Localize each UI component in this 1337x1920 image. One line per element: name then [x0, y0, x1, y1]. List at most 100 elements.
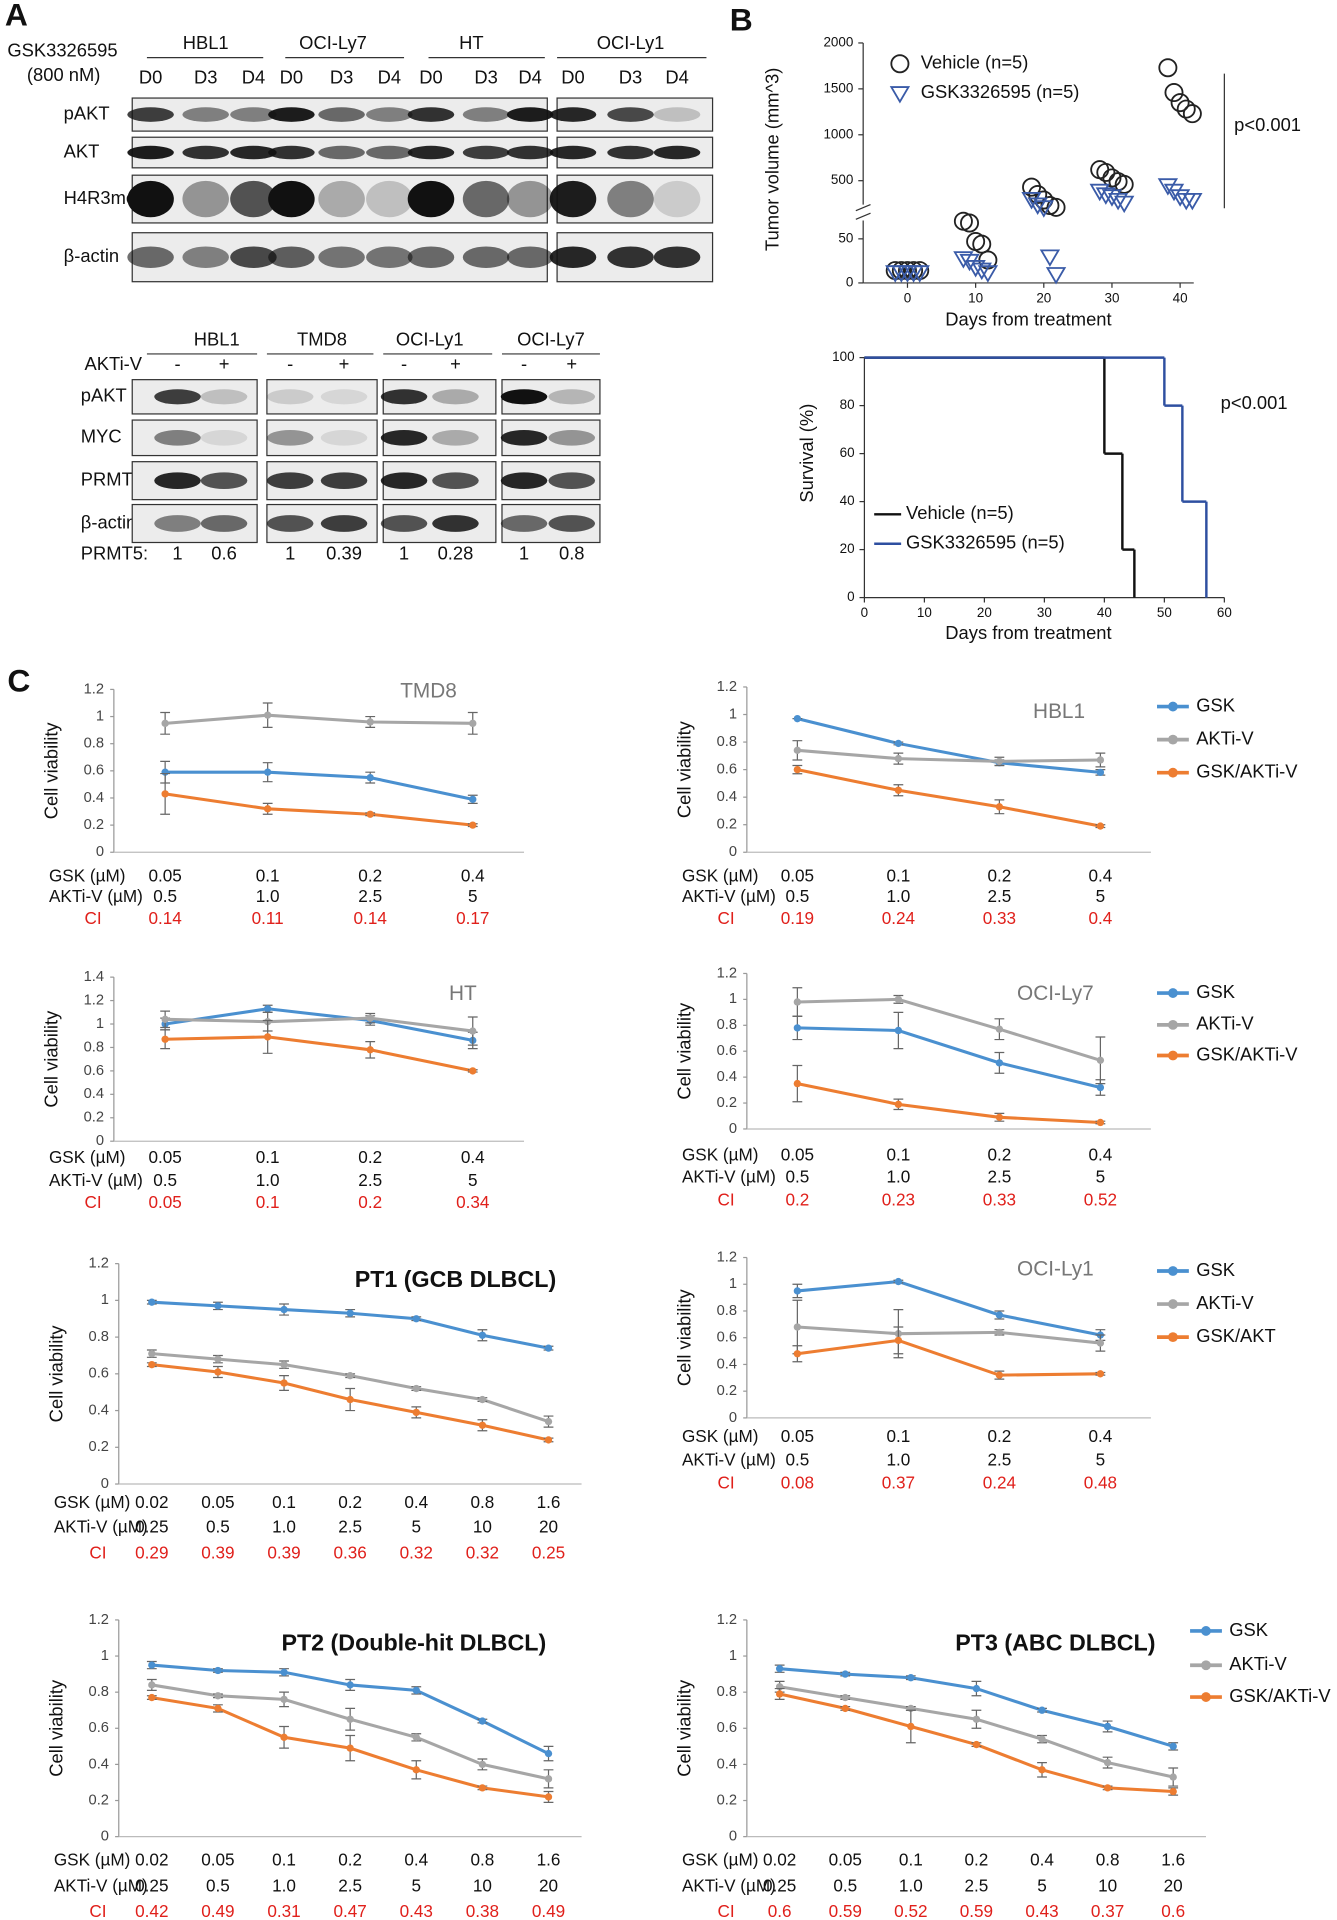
quant-value: 1	[399, 543, 409, 564]
axis-title: Cell viability	[40, 1010, 61, 1108]
point	[161, 1015, 169, 1024]
y-tick-label: 1.2	[84, 992, 104, 1008]
x-row-label: CI	[717, 908, 734, 928]
x-row-value: 0.25	[763, 1875, 796, 1895]
x-row-value: 0.33	[983, 1190, 1016, 1210]
cell-line-label: HBL1	[194, 328, 240, 349]
y-tick-label: 100	[832, 349, 854, 364]
x-row-label: AKTi-V (µM)	[49, 1170, 143, 1190]
legend-marker	[1168, 1019, 1178, 1030]
x-row-value: 0.2	[987, 1144, 1011, 1164]
point	[412, 1686, 420, 1695]
point	[1096, 1118, 1105, 1127]
band	[500, 429, 548, 446]
point	[1103, 1784, 1112, 1792]
band	[268, 246, 315, 268]
lane-label: -	[521, 353, 527, 374]
x-row-value: 0.36	[333, 1542, 366, 1562]
series-line	[797, 1338, 1101, 1377]
chart-title: PT1 (GCB DLBCL)	[355, 1266, 557, 1292]
legend-label: GSK3326595 (n=5)	[921, 81, 1080, 102]
band	[318, 246, 365, 268]
lane-label: D0	[139, 66, 162, 87]
point	[1096, 822, 1105, 830]
point	[959, 253, 980, 272]
x-row-value: 0.5	[153, 1170, 177, 1190]
x-row-label: AKTi-V (µM)	[682, 886, 776, 906]
y-tick-label: 0.8	[717, 734, 737, 750]
x-row-value: 1.6	[1161, 1850, 1185, 1870]
x-row-value: 1.0	[899, 1875, 923, 1895]
x-row-value: 0.2	[338, 1492, 362, 1512]
lane-label: D3	[474, 66, 497, 87]
y-tick-label: 0.6	[84, 1063, 104, 1079]
point	[161, 1035, 169, 1043]
point	[995, 757, 1004, 766]
x-row-label: CI	[717, 1473, 734, 1493]
legend-marker	[1201, 1692, 1211, 1702]
x-row-value: 2.5	[358, 886, 382, 906]
x-row-value: 2.5	[987, 1449, 1011, 1469]
x-row-value: 1.0	[886, 1449, 910, 1469]
point	[280, 1668, 288, 1676]
x-tick-label: 0	[904, 290, 911, 305]
point	[1096, 1339, 1105, 1347]
point	[995, 1328, 1004, 1337]
band	[154, 515, 201, 532]
x-row-value: 0.5	[833, 1875, 857, 1895]
point	[841, 1693, 849, 1702]
x-row-label: GSK (µM)	[54, 1850, 130, 1870]
legend-label: GSK	[1196, 981, 1236, 1002]
x-row-value: 0.31	[267, 1901, 300, 1920]
legend-marker	[1168, 1299, 1178, 1309]
band	[154, 429, 201, 446]
legend-label: AKTi-V	[1196, 1013, 1254, 1034]
x-row-value: 0.11	[252, 908, 284, 928]
point	[1046, 197, 1066, 217]
legend-marker	[1201, 1626, 1211, 1636]
quant-value: 0.6	[211, 543, 237, 564]
cell-line-label: OCI-Ly7	[299, 32, 367, 53]
band	[154, 472, 201, 490]
x-row-value: 2.5	[338, 1875, 362, 1895]
y-tick-label: 1	[729, 706, 737, 722]
x-row-value: 5	[412, 1875, 422, 1895]
series-line	[165, 1035, 474, 1073]
chart-title: PT3 (ABC DLBCL)	[955, 1630, 1155, 1656]
lane-label: -	[174, 353, 180, 374]
x-row-value: 0.4	[461, 1147, 485, 1167]
lane-label: +	[339, 353, 350, 374]
band	[366, 145, 413, 160]
lane-label: +	[566, 353, 577, 374]
y-tick-label: 0.8	[89, 1329, 109, 1345]
row-label: β-actin	[81, 511, 136, 532]
y-tick-label: 1500	[823, 80, 853, 95]
point	[1038, 1735, 1046, 1743]
legend-marker	[1168, 1332, 1178, 1342]
point	[412, 1408, 420, 1417]
x-row-value: 0.4	[1088, 1426, 1112, 1446]
series-line	[797, 768, 1101, 828]
x-tick-label: 50	[1157, 605, 1172, 620]
point	[412, 1766, 420, 1774]
legend-label: GSK/AKTi-V	[1196, 761, 1298, 782]
band	[268, 107, 315, 122]
x-row-value: 0.1	[886, 1144, 910, 1164]
point	[775, 1665, 784, 1673]
x-row-label: GSK (µM)	[682, 1850, 758, 1870]
point	[1157, 178, 1179, 196]
point	[469, 1027, 477, 1035]
point	[1170, 93, 1190, 113]
x-row-label: GSK (µM)	[682, 1144, 758, 1164]
x-row-value: 5	[1096, 886, 1106, 906]
x-tick-label: 0	[861, 605, 868, 620]
point	[1103, 1758, 1112, 1767]
y-tick-label: 0.2	[89, 1792, 109, 1808]
point	[478, 1331, 487, 1339]
x-row-label: GSK (µM)	[54, 1492, 130, 1512]
point	[161, 719, 169, 728]
point	[148, 1681, 156, 1689]
x-row-value: 0.02	[135, 1492, 168, 1512]
point	[793, 1323, 802, 1331]
x-tick-label: 40	[1173, 290, 1188, 305]
